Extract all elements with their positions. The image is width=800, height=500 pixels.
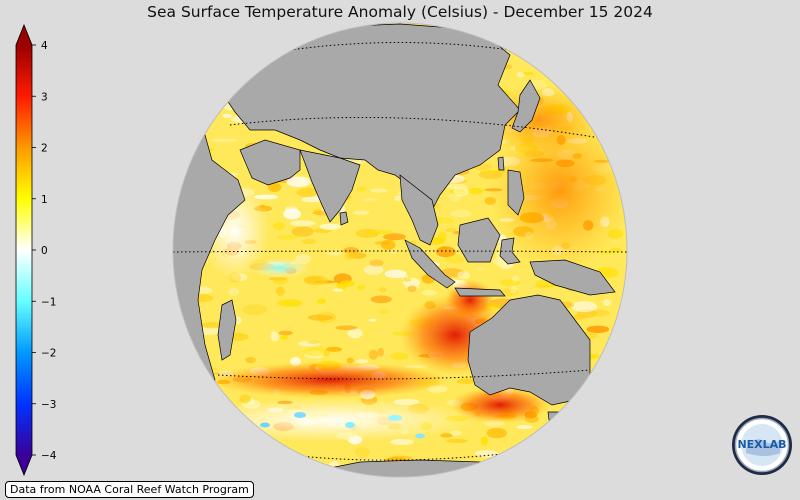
colorbar-tick-label: 3 [41,91,48,103]
latitude-gridlines [173,42,627,461]
latitude-line-30s [217,369,591,380]
colorbar-tick-label: 4 [41,40,48,52]
warm-anomaly-south-australia [450,387,550,423]
land-india [299,149,361,223]
data-credit-label: Data from NOAA Coral Reef Watch Program [5,481,254,498]
colorbar-tick-label: −2 [41,348,56,360]
land-philippines [507,169,525,216]
colorbar-tick-label: 0 [41,245,48,257]
land-new-guinea [529,259,616,296]
colorbar-tick-label: 1 [41,194,48,206]
colorbar-tick-label: −3 [41,399,56,411]
colorbar-min-arrow [16,455,32,475]
colorbar-tick-label: −4 [41,450,57,462]
colorbar-max-arrow [16,25,32,45]
colorbar-gradient [16,45,32,455]
colorbar-ticks: 4 3 2 1 0 −1 −2 −3 −4 [32,40,57,462]
land-taiwan [497,156,505,171]
nexlab-logo-text: NEXLAB [737,438,786,451]
land-japan [511,79,541,133]
warm-anomaly-timor-sea [445,280,495,320]
cool-anomaly-equatorial-indian [250,258,310,278]
colorbar: 4 3 2 1 0 −1 −2 −3 −4 [15,23,57,477]
land-sumatra [404,239,456,289]
latitude-line-equator [173,250,627,253]
warm-anomaly-south-indian [210,362,450,398]
colorbar-tick-label: 2 [41,143,48,155]
land-java [454,287,506,297]
colorbar-body [15,23,33,477]
nexlab-logo: NEXLAB [732,415,792,475]
neutral-southern-band [180,398,480,442]
colorbar-tick-label: −1 [41,296,56,308]
land-arabia [239,139,301,186]
land-indochina [399,174,439,246]
latitude-line-60s [299,451,521,461]
land-madagascar [217,299,237,361]
land-sri-lanka [339,211,349,226]
globe-outline [172,22,628,478]
cool-specks-southern-ocean [260,412,425,439]
map-title: Sea Surface Temperature Anomaly (Celsius… [147,3,653,21]
